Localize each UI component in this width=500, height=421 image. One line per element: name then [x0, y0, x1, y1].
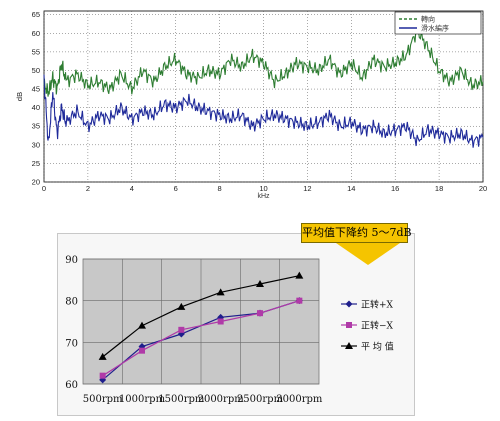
series-line-3	[102, 275, 300, 358]
callout-annotation: 平均值下降约 5～7dB	[301, 223, 412, 243]
data-point-square	[139, 347, 145, 354]
series-line-2	[102, 300, 300, 377]
data-point-triangle	[177, 302, 186, 310]
data-point-square	[217, 318, 224, 325]
y-tick-label: 90	[65, 255, 78, 266]
x-tick-label: 500rpm	[83, 394, 123, 405]
y-tick-label: 45	[32, 85, 40, 94]
x-tick-label: 0	[42, 184, 46, 193]
rpm-line-chart: 60 70 80 90 500rpm1000rpm1500rpm2000rpm2500r…	[65, 255, 394, 405]
x-tick-label: 2000rpm	[198, 394, 245, 405]
y-tick-label: 50	[32, 66, 40, 75]
plot-area	[43, 10, 484, 183]
series-line-2	[43, 74, 484, 148]
data-point-triangle	[256, 280, 264, 287]
x-tick-label: 2	[86, 184, 90, 193]
data-point-square	[99, 372, 106, 379]
legend-label: 轉向	[421, 15, 435, 24]
data-point-triangle	[98, 352, 107, 360]
legend-label: 正转−X	[361, 320, 394, 332]
x-tick-label: 10	[259, 184, 267, 193]
x-axis-label: kHz	[257, 193, 270, 200]
x-tick-label: 16	[391, 184, 399, 193]
y-axis-label: dB	[15, 92, 24, 101]
frequency-spectrum-chart: 0 2 4 6 8 10 12 14 16 18 20 20 25 30 35 40 45 50 55 60 65 kHz…	[15, 10, 487, 200]
x-tick-label: 20	[479, 184, 487, 193]
x-tick-label: 12	[303, 184, 311, 193]
callout-arrow	[336, 243, 400, 265]
legend-label: 正转+X	[361, 299, 394, 311]
x-tick-label: 1000rpm	[119, 394, 166, 405]
x-tick-label: 1500rpm	[158, 394, 205, 405]
y-tick-label: 55	[32, 47, 40, 56]
x-tick-label: 14	[347, 184, 355, 193]
y-tick-label: 25	[32, 159, 40, 168]
legend-label: 滑水編序	[421, 24, 449, 33]
x-tick-label: 4	[130, 184, 134, 193]
data-point-square	[296, 297, 303, 304]
legend-marker	[345, 300, 353, 308]
legend-label: 平 均 值	[361, 341, 394, 353]
x-tick-label: 3000rpm	[276, 394, 323, 405]
y-tick-label: 65	[32, 10, 40, 19]
legend-marker	[345, 342, 353, 349]
y-tick-label: 60	[65, 380, 78, 391]
x-tick-label: 2500rpm	[237, 394, 284, 405]
x-tick-label: 6	[174, 184, 178, 193]
series-line-1	[43, 26, 484, 97]
data-point-diamond	[217, 313, 225, 321]
data-point-triangle	[138, 321, 146, 329]
y-tick-label: 20	[32, 178, 40, 187]
data-point-square	[178, 326, 185, 333]
y-tick-label: 60	[32, 29, 40, 38]
legend-marker	[346, 322, 352, 328]
y-tick-label: 70	[65, 338, 78, 349]
x-tick-label: 18	[435, 184, 443, 193]
y-tick-label: 30	[32, 140, 40, 149]
x-tick-label: 8	[218, 184, 222, 193]
y-tick-label: 80	[65, 297, 78, 308]
data-point-triangle	[295, 271, 304, 279]
y-tick-label: 35	[32, 122, 40, 131]
data-point-diamond	[99, 376, 107, 384]
y-tick-label: 40	[32, 103, 40, 112]
data-point-triangle	[216, 288, 225, 296]
data-point-square	[257, 310, 263, 317]
